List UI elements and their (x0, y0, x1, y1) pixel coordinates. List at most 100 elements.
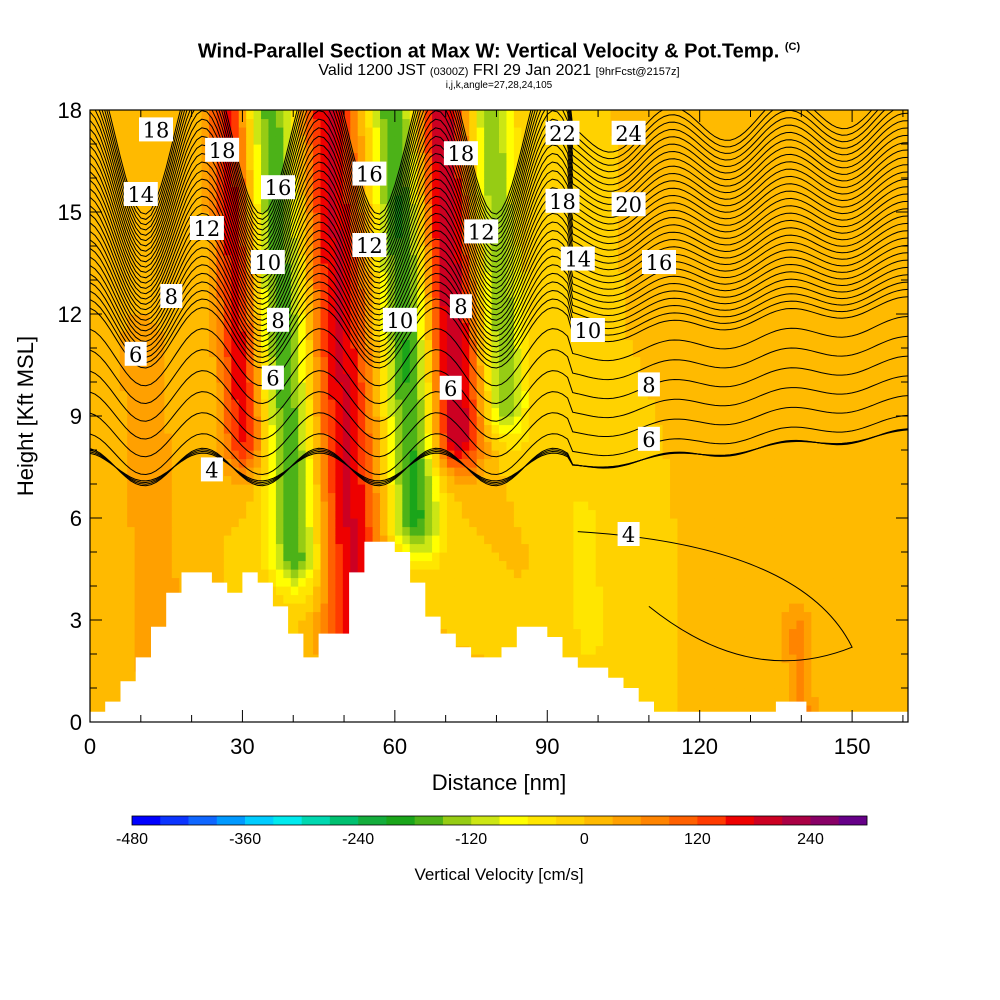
field-cell (781, 433, 790, 443)
field-cell (870, 348, 879, 358)
field-cell (595, 416, 604, 426)
field-cell (171, 356, 180, 366)
field-cell (640, 654, 649, 664)
field-cell (826, 382, 835, 392)
field-cell (409, 450, 418, 460)
field-cell (380, 467, 389, 477)
field-cell (342, 620, 351, 630)
field-cell (409, 577, 418, 587)
field-cell (402, 382, 411, 392)
field-cell (112, 535, 121, 545)
field-cell (283, 569, 292, 579)
field-cell (655, 543, 664, 553)
field-cell (350, 484, 359, 494)
field-cell (900, 552, 908, 562)
field-cell (186, 458, 195, 468)
field-cell (171, 552, 180, 562)
field-cell (759, 467, 768, 477)
field-cell (655, 586, 664, 596)
field-cell (796, 671, 805, 681)
field-cell (573, 603, 582, 613)
field-cell (573, 441, 582, 451)
field-cell (112, 458, 121, 468)
field-cell (231, 348, 240, 358)
field-cell (692, 501, 701, 511)
field-cell (112, 339, 121, 349)
field-cell (885, 467, 894, 477)
field-cell (714, 671, 723, 681)
field-cell (625, 356, 634, 366)
field-cell (878, 552, 887, 562)
field-cell (454, 603, 463, 613)
field-cell (818, 645, 827, 655)
field-cell (736, 424, 745, 434)
field-cell (558, 526, 567, 536)
field-cell (803, 339, 812, 349)
field-cell (744, 671, 753, 681)
field-cell (461, 552, 470, 562)
field-cell (603, 577, 612, 587)
field-cell (551, 620, 560, 630)
field-cell (766, 620, 775, 630)
field-cell (104, 484, 113, 494)
field-cell (499, 365, 508, 375)
field-cell (759, 339, 768, 349)
field-cell (499, 390, 508, 400)
field-cell (528, 594, 537, 604)
field-cell (409, 339, 418, 349)
field-cell (729, 637, 738, 647)
field-cell (580, 475, 589, 485)
field-cell (194, 560, 203, 570)
field-cell (491, 577, 500, 587)
field-cell (320, 365, 329, 375)
field-cell (543, 620, 552, 630)
field-cell (632, 416, 641, 426)
field-cell (833, 467, 842, 477)
field-cell (506, 382, 515, 392)
field-cell (603, 518, 612, 528)
field-cell (357, 331, 366, 341)
field-cell (476, 543, 485, 553)
field-cell (818, 662, 827, 672)
field-cell (900, 509, 908, 519)
field-cell (506, 373, 515, 383)
field-cell (432, 594, 441, 604)
field-cell (104, 390, 113, 400)
field-cell (536, 365, 545, 375)
field-cell (305, 518, 314, 528)
field-cell (655, 560, 664, 570)
field-cell (216, 390, 225, 400)
field-cell (112, 407, 121, 417)
field-cell (796, 484, 805, 494)
field-cell (632, 671, 641, 681)
field-cell (112, 365, 121, 375)
field-cell (424, 424, 433, 434)
field-cell (603, 535, 612, 545)
field-cell (335, 509, 344, 519)
field-cell (156, 484, 165, 494)
field-cell (469, 628, 478, 638)
field-cell (647, 484, 656, 494)
field-cell (499, 348, 508, 358)
field-cell (729, 688, 738, 698)
field-cell (826, 501, 835, 511)
field-cell (588, 586, 597, 596)
field-cell (558, 637, 567, 647)
field-cell (476, 518, 485, 528)
field-cell (499, 586, 508, 596)
field-cell (216, 501, 225, 511)
field-cell (878, 620, 887, 630)
field-cell (855, 433, 864, 443)
field-cell (238, 339, 247, 349)
field-cell (811, 679, 820, 689)
field-cell (789, 696, 798, 706)
field-cell (766, 518, 775, 528)
field-cell (744, 696, 753, 706)
field-cell (476, 348, 485, 358)
field-cell (432, 526, 441, 536)
field-cell (781, 535, 790, 545)
field-cell (365, 492, 374, 502)
field-cell (90, 594, 99, 604)
field-cell (536, 594, 545, 604)
field-cell (335, 611, 344, 621)
